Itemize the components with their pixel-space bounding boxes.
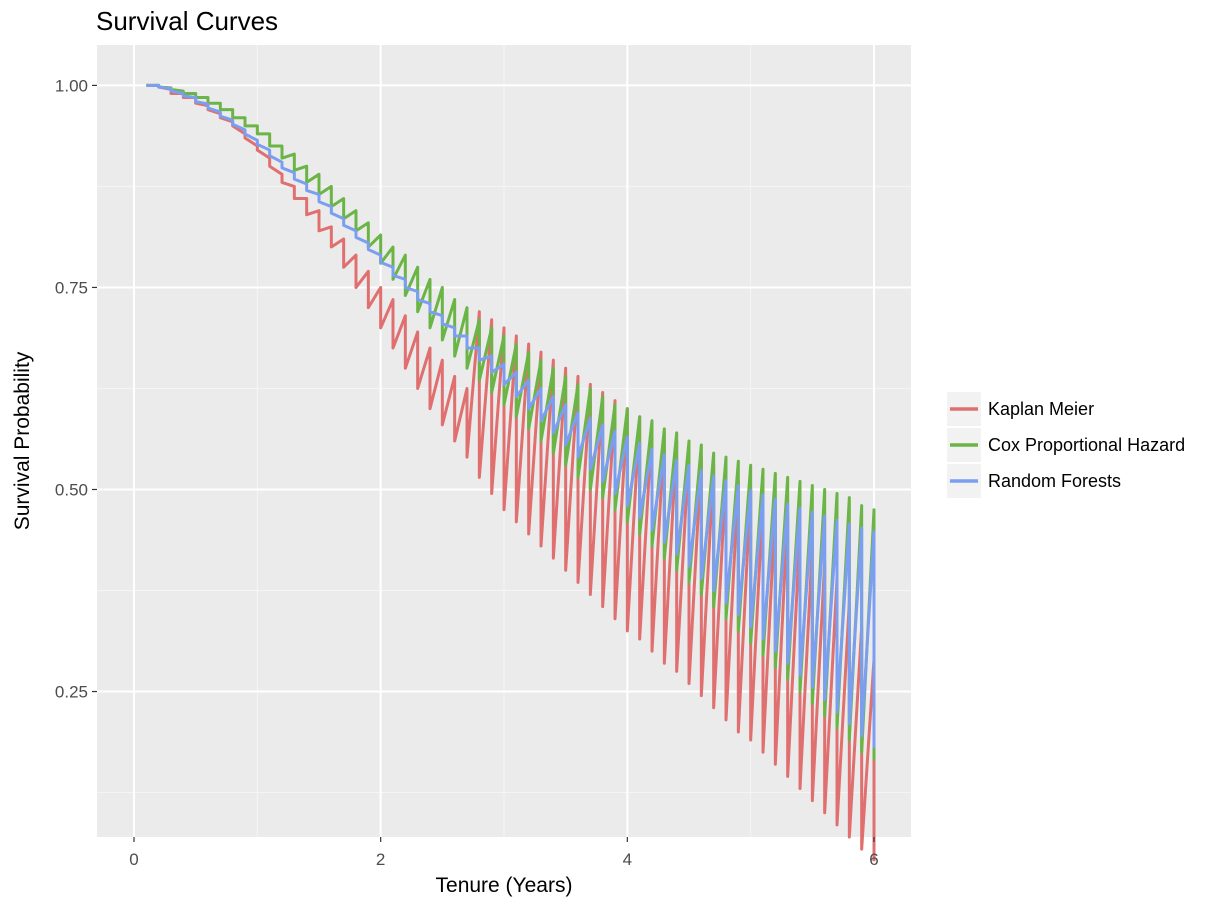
series-line-2 (146, 83, 876, 749)
y-tick-label: 1.00 (55, 76, 88, 95)
y-axis-ticks: 0.25 0.50 0.75 1.00 (55, 76, 97, 702)
x-tick-label: 6 (869, 850, 878, 869)
y-tick-label: 0.50 (55, 480, 88, 499)
series-layer (146, 83, 876, 862)
chart-title: Survival Curves (96, 6, 278, 36)
x-tick-label: 2 (376, 850, 385, 869)
y-tick-label: 0.25 (55, 683, 88, 702)
series-line-0 (146, 83, 876, 862)
x-tick-label: 4 (623, 850, 632, 869)
legend: Kaplan Meier Cox Proportional Hazard Rando… (947, 392, 1185, 498)
legend-label: Random Forests (988, 471, 1121, 491)
y-axis-label: Survival Probability (11, 351, 34, 530)
legend-label: Kaplan Meier (988, 399, 1094, 419)
y-tick-label: 0.75 (55, 278, 88, 297)
x-axis-ticks: 0 2 4 6 (129, 837, 879, 869)
legend-label: Cox Proportional Hazard (988, 435, 1185, 455)
x-axis-label: Tenure (Years) (436, 874, 573, 897)
x-tick-label: 0 (129, 850, 138, 869)
